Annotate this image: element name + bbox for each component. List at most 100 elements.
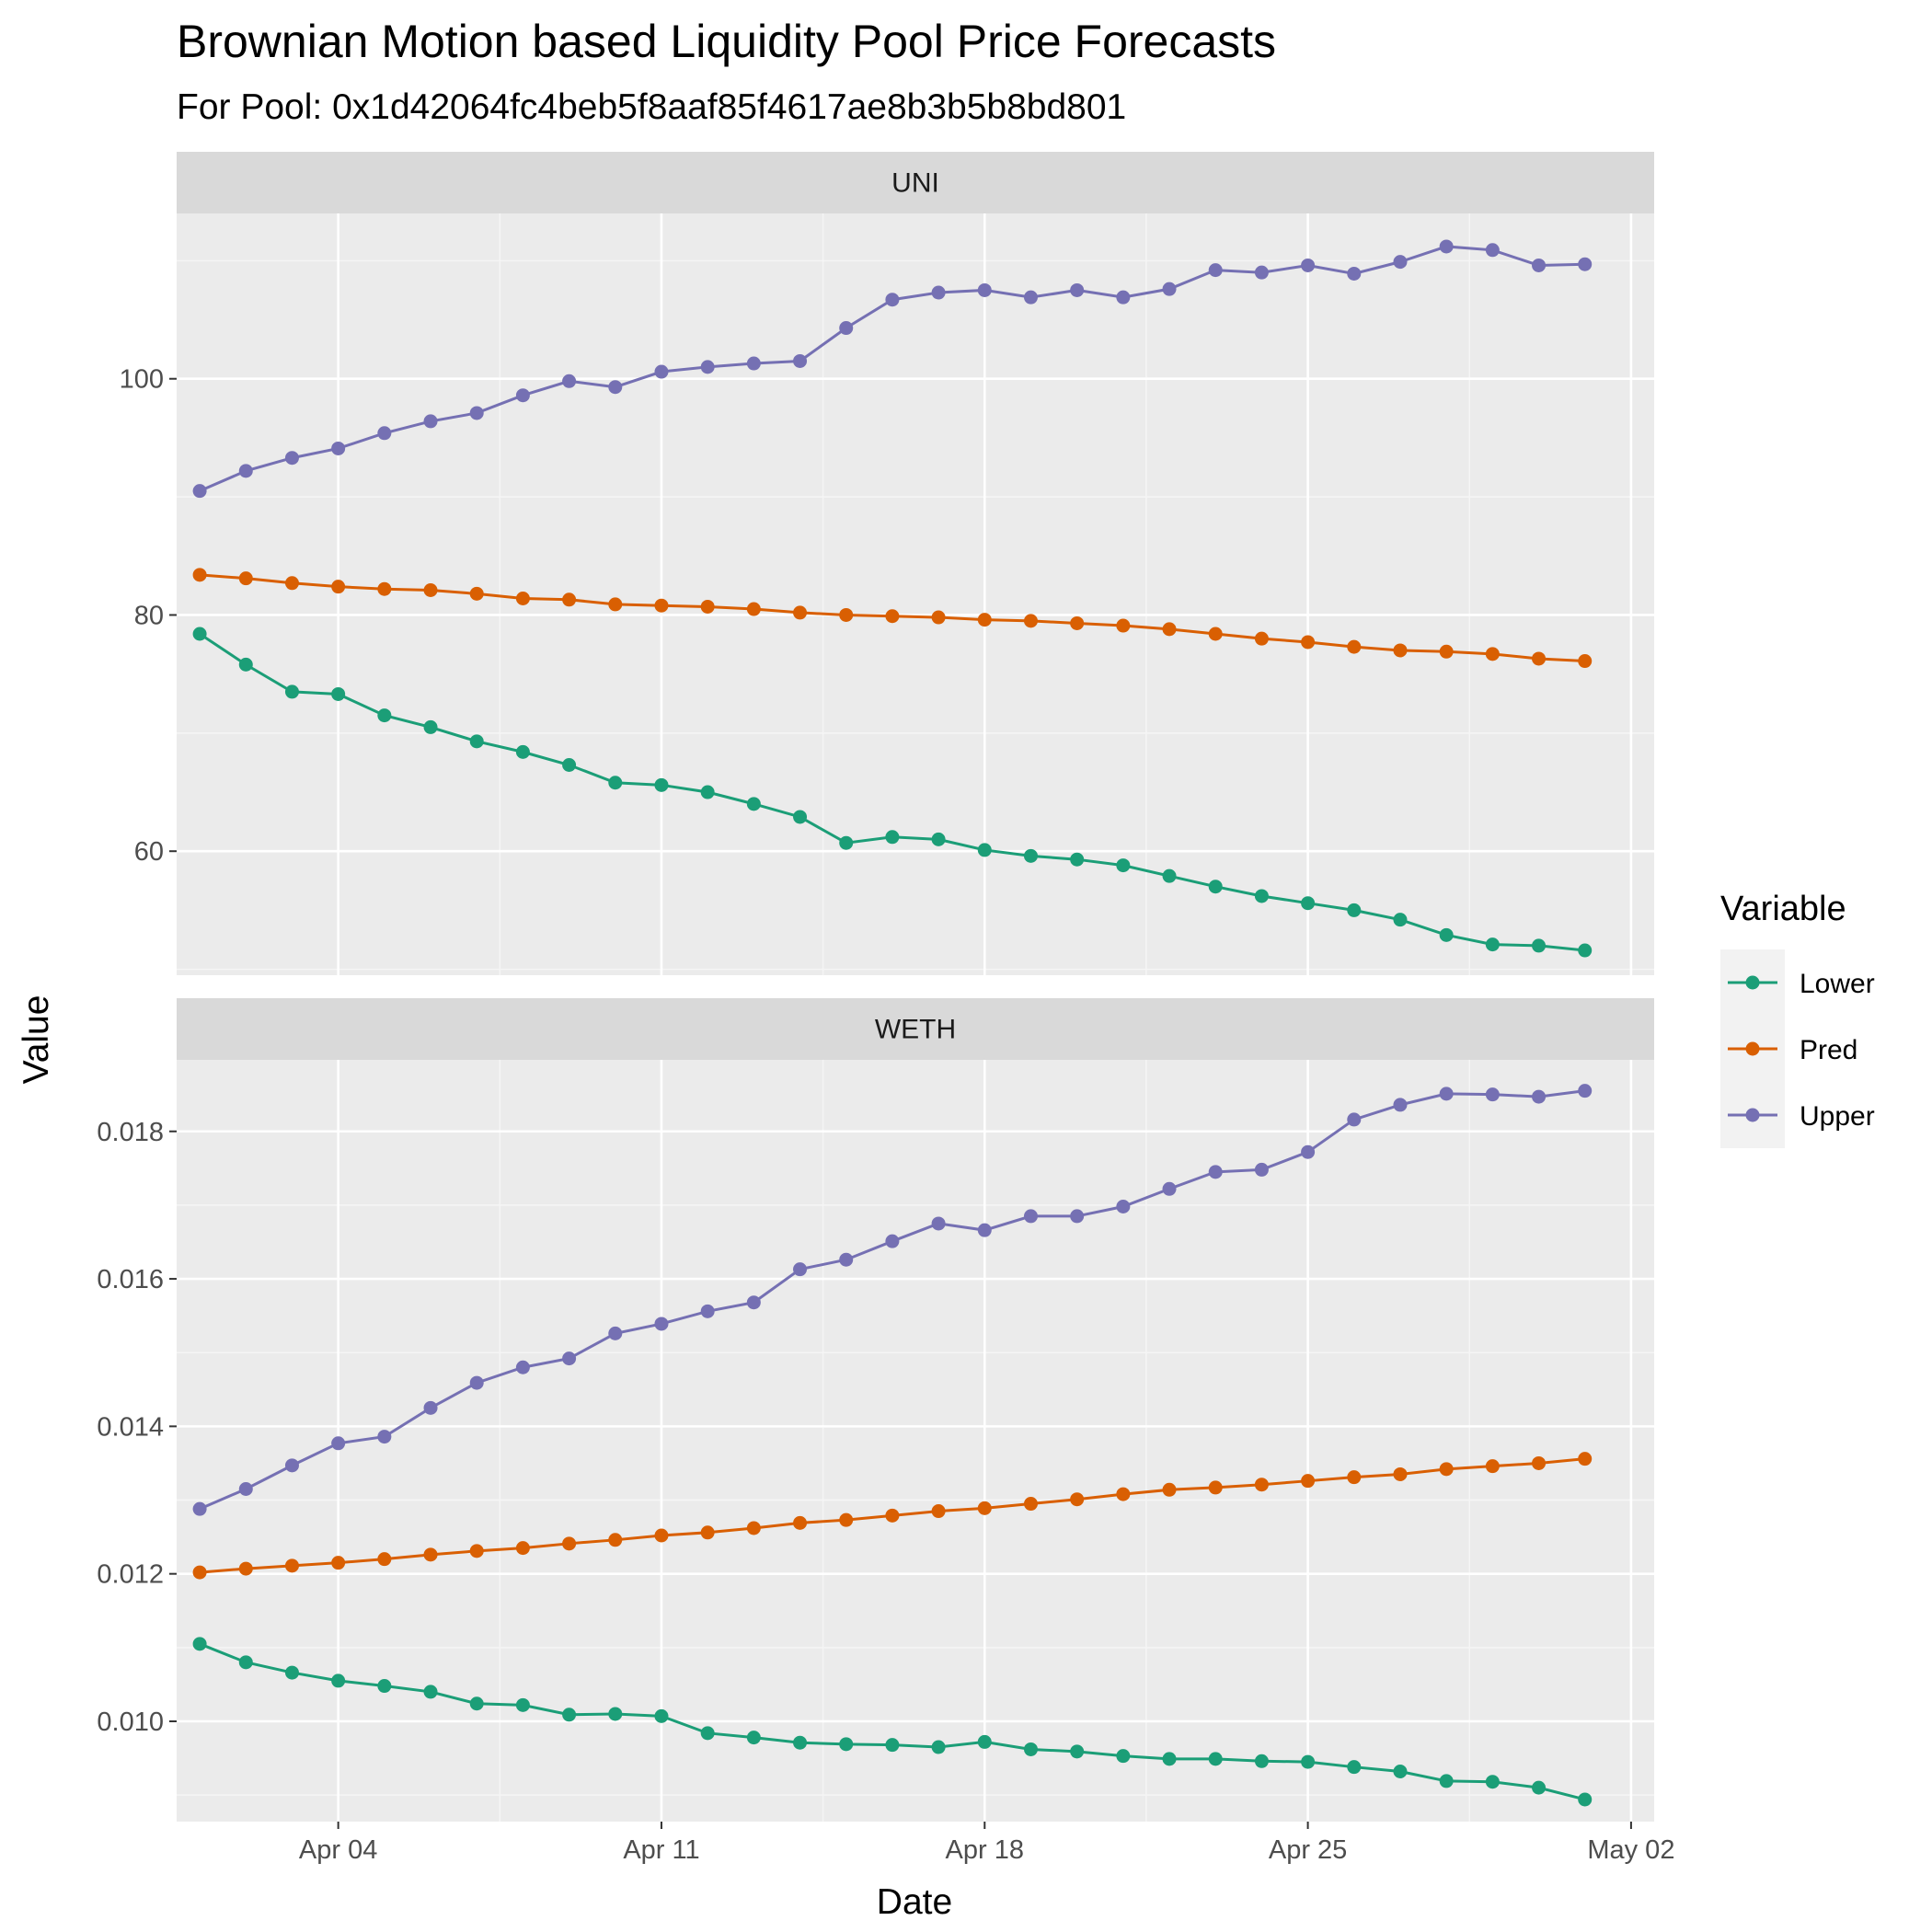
data-point: [1485, 1087, 1500, 1102]
data-point: [1439, 644, 1454, 659]
y-tick-label: 100: [120, 365, 164, 395]
data-point: [1393, 643, 1408, 658]
series-upper: [192, 239, 1593, 499]
data-point: [1162, 282, 1177, 296]
data-point: [1485, 647, 1500, 661]
data-point: [931, 610, 946, 625]
data-point: [746, 797, 761, 811]
data-point: [469, 734, 484, 749]
gridlines: [177, 1060, 1654, 1822]
data-point: [284, 1458, 299, 1473]
facet-panels: UNI 60 80 100 WETH 0.010 0.012 0.014 0.016 0.018: [97, 152, 1654, 1822]
data-point: [746, 1295, 761, 1310]
data-point: [1116, 858, 1131, 873]
series-upper: [192, 1084, 1593, 1516]
data-point: [700, 785, 715, 799]
data-point: [1578, 943, 1593, 958]
data-point: [192, 1565, 207, 1580]
chart-subtitle: For Pool: 0x1d42064fc4beb5f8aaf85f4617ae…: [177, 87, 1126, 127]
series-pred: [192, 1452, 1593, 1580]
data-point: [469, 1544, 484, 1558]
data-point: [377, 1430, 392, 1444]
data-point: [1208, 1480, 1223, 1495]
data-point: [1116, 1749, 1131, 1764]
data-point: [793, 1735, 808, 1750]
data-point: [839, 1737, 854, 1752]
data-point: [1301, 258, 1316, 272]
y-tick-label: 0.016: [97, 1265, 164, 1294]
data-point: [654, 1528, 669, 1543]
data-point: [885, 1738, 900, 1753]
plot-background: [177, 213, 1654, 975]
data-point: [1347, 903, 1362, 917]
data-point: [839, 607, 854, 622]
series-pred: [192, 568, 1593, 669]
data-point: [700, 1304, 715, 1318]
y-tick-label: 0.010: [97, 1708, 164, 1737]
legend-label: Upper: [1800, 1101, 1875, 1132]
data-point: [515, 1360, 530, 1374]
y-tick-label: 0.014: [97, 1412, 164, 1442]
legend-title: Variable: [1720, 890, 1846, 928]
data-point: [1532, 1089, 1547, 1104]
data-point: [1578, 654, 1593, 669]
data-point: [1393, 1466, 1408, 1481]
data-point: [977, 1501, 992, 1515]
series-lower: [192, 1637, 1593, 1807]
data-point: [1023, 614, 1038, 628]
data-point: [793, 1262, 808, 1277]
data-point: [839, 1252, 854, 1267]
data-point: [1393, 1098, 1408, 1112]
data-point: [931, 832, 946, 846]
data-point: [1485, 1459, 1500, 1474]
data-point: [839, 835, 854, 850]
x-tick-label: Apr 04: [299, 1835, 377, 1865]
data-point: [377, 426, 392, 441]
data-point: [977, 282, 992, 297]
data-point: [1116, 1487, 1131, 1501]
data-point: [423, 1685, 438, 1699]
data-point: [1023, 290, 1038, 305]
series-lower: [192, 627, 1593, 958]
legend-key-point: [1745, 1108, 1760, 1122]
data-point: [562, 1708, 577, 1722]
x-tick-label: Apr 18: [946, 1835, 1024, 1865]
data-point: [931, 285, 946, 300]
data-point: [423, 583, 438, 598]
data-point: [931, 1216, 946, 1231]
data-point: [885, 830, 900, 845]
data-point: [331, 441, 346, 455]
data-point: [977, 1223, 992, 1237]
data-point: [238, 1655, 253, 1670]
data-point: [793, 1515, 808, 1530]
data-point: [1254, 1478, 1269, 1492]
data-point: [1070, 852, 1085, 867]
data-point: [562, 1351, 577, 1366]
y-tick-label: 80: [134, 601, 164, 630]
data-point: [1532, 1455, 1547, 1470]
data-point: [284, 684, 299, 699]
data-point: [1116, 1200, 1131, 1214]
data-point: [1485, 1775, 1500, 1789]
data-point: [654, 1317, 669, 1331]
data-point: [1532, 258, 1547, 272]
data-point: [1070, 1209, 1085, 1224]
data-point: [793, 810, 808, 824]
data-point: [608, 597, 623, 612]
data-point: [515, 744, 530, 759]
data-point: [1393, 913, 1408, 927]
data-point: [1439, 1774, 1454, 1788]
data-point: [192, 627, 207, 641]
legend-key-point: [1745, 1041, 1760, 1056]
data-point: [1347, 1112, 1362, 1127]
data-point: [1254, 631, 1269, 646]
data-point: [331, 1673, 346, 1688]
data-point: [839, 1512, 854, 1527]
data-point: [1532, 1780, 1547, 1795]
data-point: [562, 757, 577, 772]
data-point: [1532, 651, 1547, 666]
data-point: [1301, 1754, 1316, 1769]
data-point: [608, 380, 623, 395]
data-point: [700, 599, 715, 614]
data-point: [608, 776, 623, 790]
